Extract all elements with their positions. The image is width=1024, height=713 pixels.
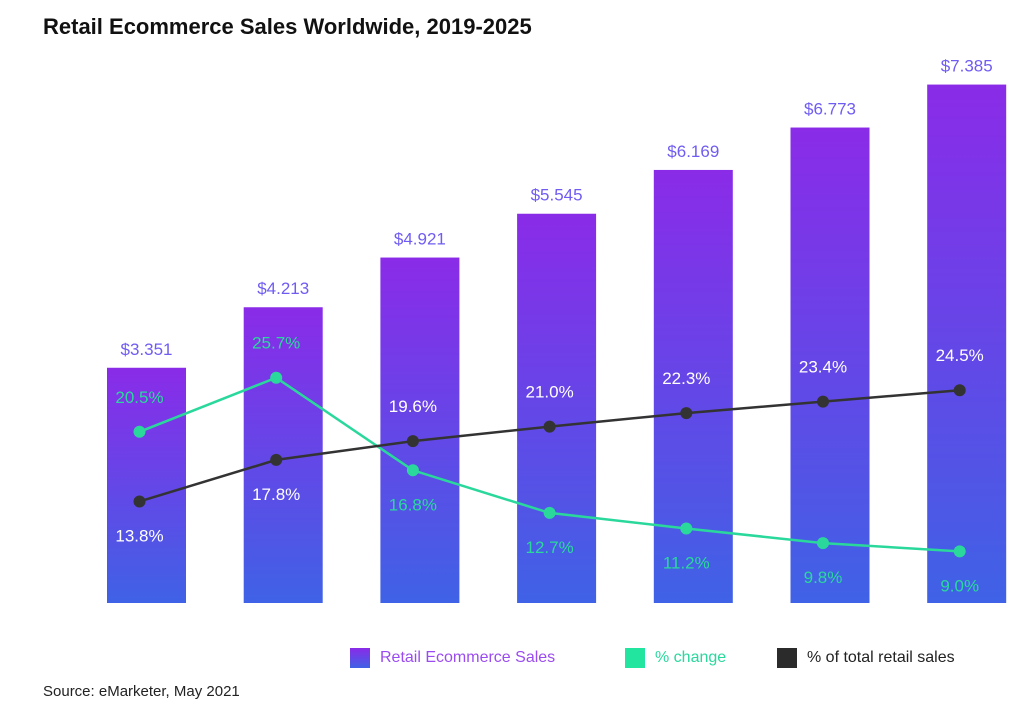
legend-swatch-change	[625, 648, 645, 668]
legend-label-share: % of total retail sales	[807, 649, 955, 666]
point-pct-change	[543, 506, 556, 519]
bar-2019	[107, 367, 186, 603]
point-label: 22.3%	[662, 369, 710, 388]
bar-2025	[927, 84, 1007, 603]
legend-label-sales: Retail Ecommerce Sales	[380, 649, 556, 666]
bar-label: $6.773	[804, 100, 856, 119]
point-label: 9.0%	[940, 576, 979, 595]
bar-label: $4.213	[257, 279, 309, 298]
bar-label: $3.351	[121, 340, 173, 359]
point-pct-change	[133, 425, 146, 438]
point-pct-total	[680, 407, 693, 420]
point-pct-total	[543, 420, 556, 433]
point-label: 24.5%	[936, 346, 984, 365]
point-pct-total	[817, 395, 829, 408]
point-label: 19.6%	[389, 397, 437, 416]
point-pct-change	[406, 464, 419, 477]
chart-plot: $3.351 $4.213 $4.921 $5.545 $6.169 $6.773 $7.3…	[107, 57, 1007, 603]
chart-title: Retail Ecommerce Sales Worldwide, 2019-2…	[43, 14, 532, 39]
point-label: 17.8%	[252, 485, 300, 504]
point-pct-change	[680, 522, 693, 535]
legend-swatch-sales	[350, 648, 370, 668]
legend-swatch-share	[777, 648, 797, 668]
legend-item-change: % change	[625, 648, 726, 668]
bar-2021	[380, 257, 460, 603]
point-pct-change	[270, 371, 283, 384]
point-pct-total	[270, 453, 283, 466]
point-label: 13.8%	[115, 526, 163, 545]
point-pct-total	[406, 435, 419, 448]
point-pct-change	[817, 537, 829, 550]
bar-2022	[517, 213, 597, 603]
point-label: 25.7%	[252, 334, 300, 353]
legend-item-sales: Retail Ecommerce Sales	[350, 648, 555, 668]
point-label: 23.4%	[799, 358, 847, 377]
legend-label-change: % change	[655, 649, 727, 666]
bar-2024	[790, 127, 870, 603]
point-label: 9.8%	[804, 568, 843, 587]
bar-label: $6.169	[667, 142, 719, 161]
bar-label: $7.385	[941, 57, 993, 76]
point-pct-total	[953, 384, 966, 397]
legend-item-share: % of total retail sales	[777, 648, 955, 668]
point-label: 16.8%	[389, 495, 437, 514]
point-pct-total	[133, 495, 146, 508]
bar-label: $4.921	[394, 230, 446, 249]
point-pct-change	[953, 545, 966, 558]
bar-label: $5.545	[531, 186, 583, 205]
point-label: 12.7%	[525, 538, 573, 557]
source-note: Source: eMarketer, May 2021	[43, 683, 240, 700]
point-label: 11.2%	[663, 554, 710, 573]
point-label: 21.0%	[525, 383, 573, 402]
point-label: 20.5%	[115, 388, 163, 407]
